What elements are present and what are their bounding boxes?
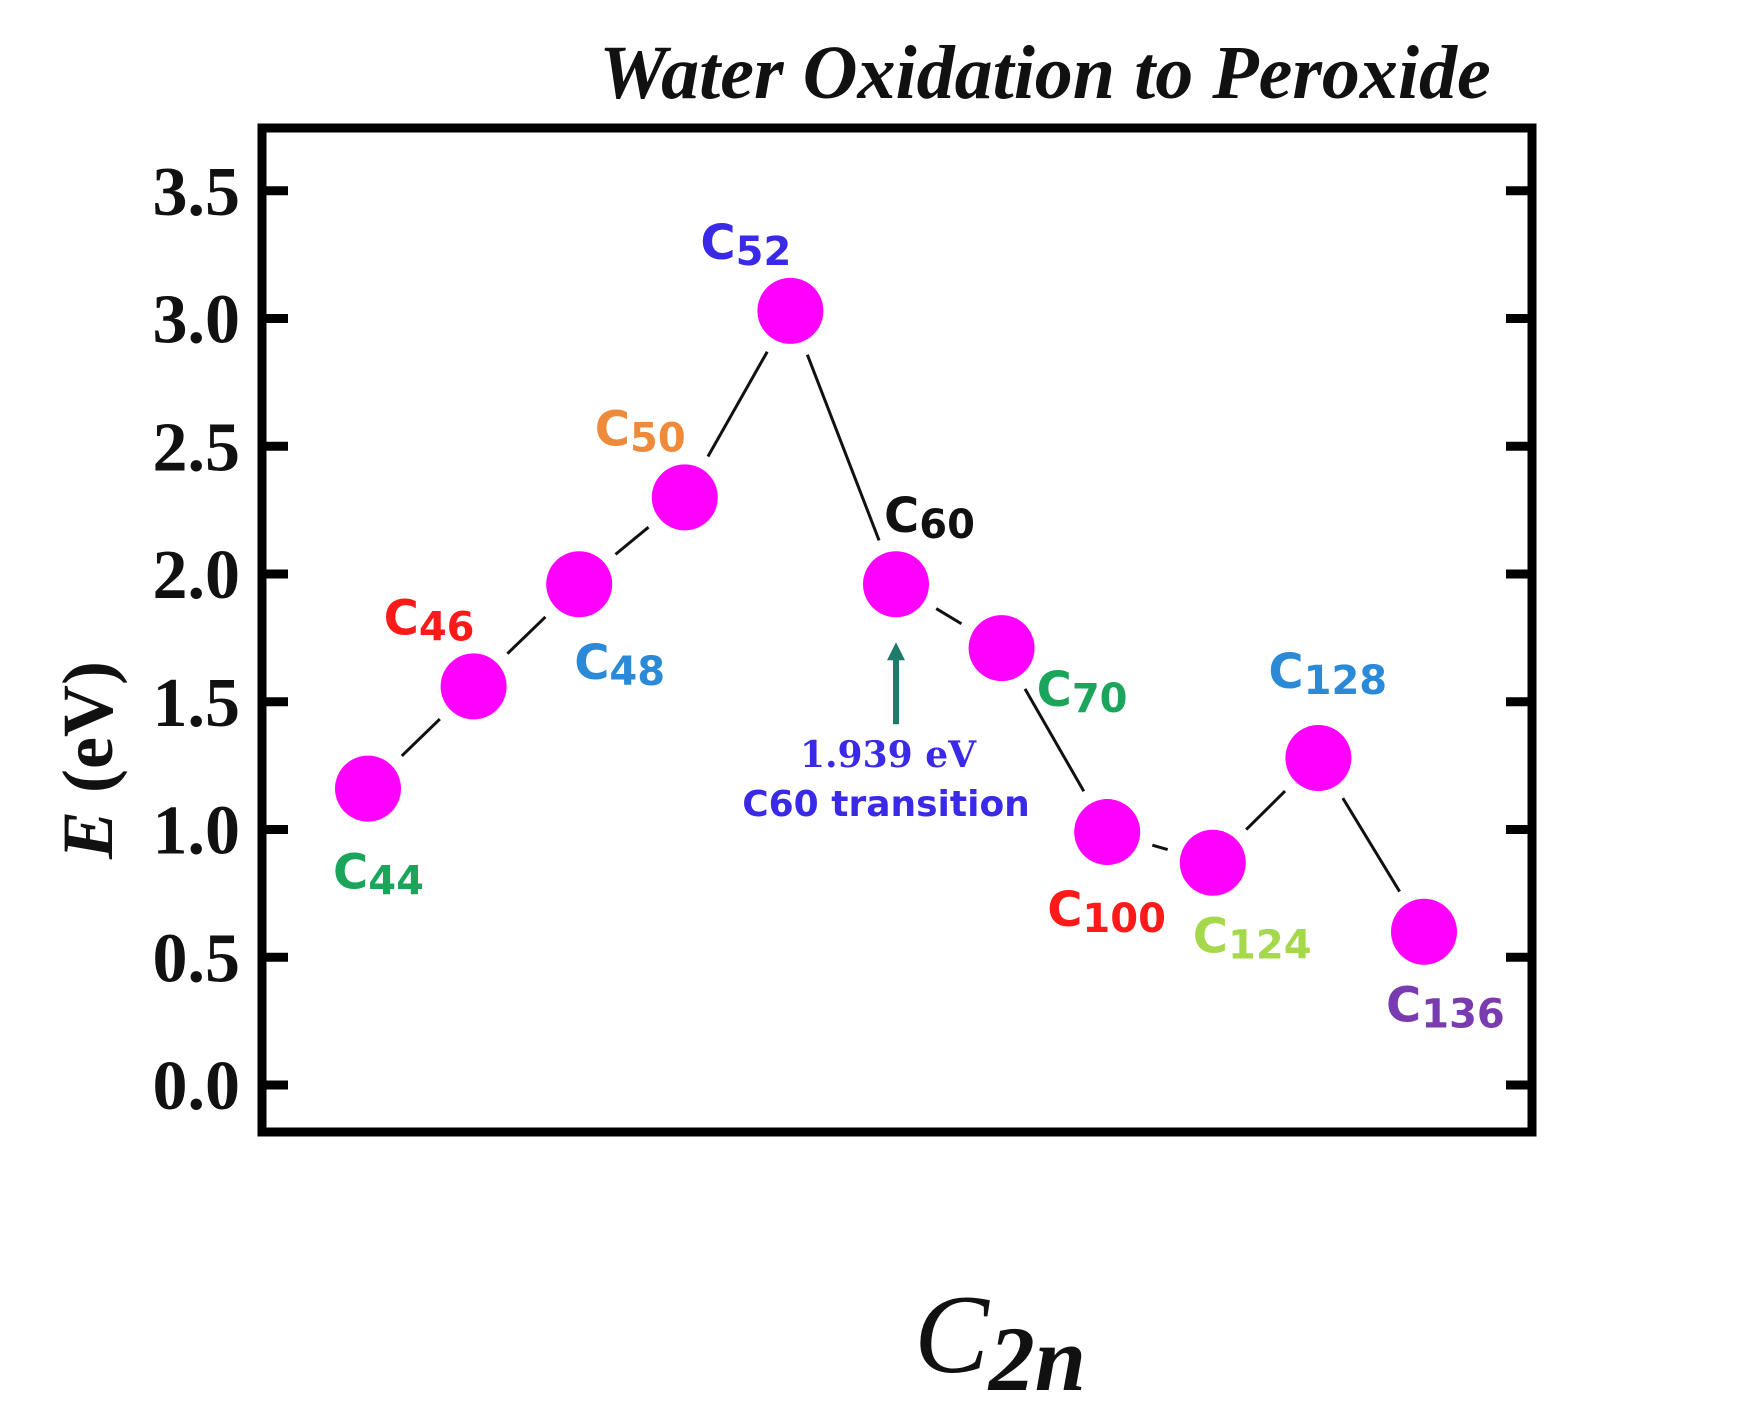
point-label-c50: C50 xyxy=(595,401,686,461)
annotation-arrow-head xyxy=(887,642,905,661)
data-point-c52 xyxy=(757,277,824,344)
annotation-text: C60 transition xyxy=(742,784,1030,825)
point-label-c52: C52 xyxy=(700,215,791,275)
data-point-c70 xyxy=(968,615,1035,682)
series-line-segment xyxy=(1341,797,1401,893)
data-point-c48 xyxy=(546,551,613,618)
data-point-c46 xyxy=(440,653,507,720)
point-label-c70: C70 xyxy=(1037,662,1128,722)
point-label-c48: C48 xyxy=(574,635,665,695)
series-line-segment xyxy=(706,350,769,458)
x-axis-label-subscript: 2n xyxy=(987,1308,1086,1410)
y-axis-ticks: 0.0 0.5 1.0 1.5 2.0 2.5 3.0 3.5 xyxy=(153,154,1532,1125)
y-axis-label-variable: E xyxy=(48,811,128,860)
y-tick-label: 1.5 xyxy=(153,665,241,742)
svg-text:E (eV): E (eV) xyxy=(48,661,128,860)
x-axis-label: C2n xyxy=(914,1273,1086,1410)
data-point-c44 xyxy=(335,755,401,822)
point-label-c100: C100 xyxy=(1047,882,1166,942)
point-label-c128: C128 xyxy=(1268,644,1387,704)
data-point-c124 xyxy=(1179,829,1246,896)
data-point-c100 xyxy=(1074,799,1141,866)
data-point-c50 xyxy=(651,464,718,531)
plot-frame xyxy=(257,123,1537,1137)
series-line-segment xyxy=(1245,789,1287,831)
y-tick-label: 0.5 xyxy=(153,920,241,997)
point-label-c44: C44 xyxy=(333,845,424,905)
series-line-segment xyxy=(506,615,547,655)
y-tick-label: 2.0 xyxy=(153,537,241,614)
point-labels: C44 C46 C48 C50 C52 C60 C70 C100 C124 C128 C136 xyxy=(333,215,1505,1038)
annotation: 1.939 eV C60 transition xyxy=(742,642,1030,825)
series-line-segment xyxy=(1023,688,1086,793)
point-label-c136: C136 xyxy=(1386,978,1505,1038)
y-tick-label: 3.0 xyxy=(153,282,241,359)
series-markers xyxy=(335,277,1457,965)
series-line-segment xyxy=(805,354,881,541)
series-line-segment xyxy=(1151,843,1169,852)
chart-title: Water Oxidation to Peroxide xyxy=(599,31,1491,115)
point-label-c60: C60 xyxy=(884,488,975,548)
y-axis-label: E (eV) xyxy=(48,661,128,860)
point-label-c124: C124 xyxy=(1193,909,1312,969)
series-line-segment xyxy=(614,526,650,556)
y-tick-label: 1.0 xyxy=(153,793,241,870)
data-point-c136 xyxy=(1391,898,1457,965)
series-line-segment xyxy=(400,718,441,758)
y-tick-label: 2.5 xyxy=(153,409,241,486)
y-tick-label: 0.0 xyxy=(153,1048,241,1125)
series-lines xyxy=(400,350,1401,893)
x-axis-label-main: C xyxy=(914,1273,990,1397)
data-point-c60 xyxy=(863,551,929,618)
series-line-segment xyxy=(935,607,963,626)
annotation-value: 1.939 eV xyxy=(800,734,977,776)
y-axis-label-unit: (eV) xyxy=(48,661,128,793)
y-tick-label: 3.5 xyxy=(153,154,241,231)
point-label-c46: C46 xyxy=(384,590,475,650)
data-point-c128 xyxy=(1285,724,1352,791)
